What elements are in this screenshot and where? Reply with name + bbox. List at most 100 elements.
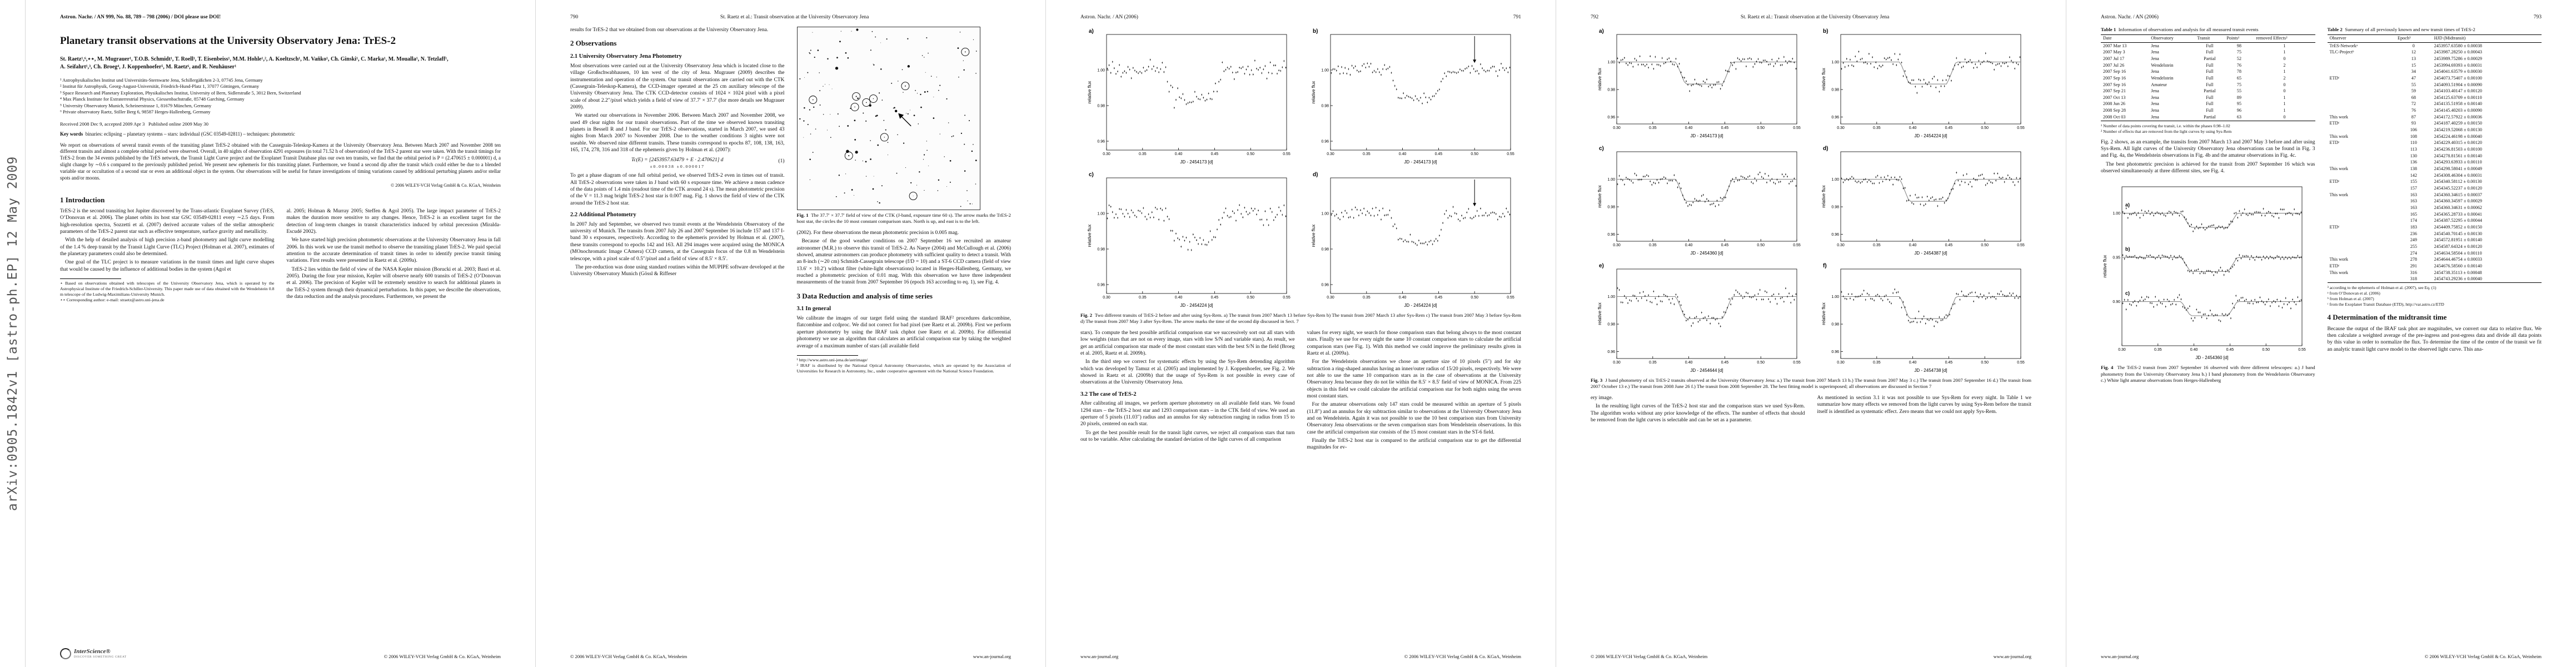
svg-text:relative flux: relative flux: [1087, 81, 1092, 103]
copyright-line: © 2006 WILEY-VCH Verlag GmbH & Co. KGaA,…: [2424, 654, 2542, 659]
svg-text:0.45: 0.45: [1721, 243, 1729, 247]
table-row: 2007 May 3 Jena Full 75 1: [2103, 49, 2286, 55]
column-header: Epoch³: [2395, 34, 2432, 43]
intro-column-1: TrES-2 is the second transiting hot Jupi…: [60, 208, 275, 303]
page-1: Astron. Nachr. / AN 999, No. 88, 789 – 7…: [25, 0, 535, 667]
table-header-row: Observer Epoch³ HJD (Midtransit): [2327, 34, 2542, 43]
table-row: 106 2454219.52068 ± 0.00130: [2410, 127, 2483, 133]
svg-text:JD - 2454738 [d]: JD - 2454738 [d]: [1914, 368, 1947, 373]
journal-short: Astron. Nachr. / AN (2006): [2101, 14, 2159, 20]
light-curve-plot-b: 0.96 0.98 1.00 0.30 0.35 0.40 0.45 0.50 0.55 JD -…: [1311, 28, 1514, 165]
paragraph: In 2007 July and September, we observed …: [570, 221, 785, 262]
svg-text:0.35: 0.35: [1649, 126, 1657, 130]
svg-text:JD - 2454224 [d]: JD - 2454224 [d]: [1404, 303, 1437, 308]
svg-text:relative flux: relative flux: [1311, 225, 1316, 247]
svg-text:relative flux: relative flux: [1597, 302, 1602, 325]
paragraph: Because the output of the IRAF task phot…: [2327, 326, 2542, 352]
table-row: 318 2454743.29236 ± 0.00040: [2327, 276, 2542, 283]
table-row: 2007 Jul 17 Jena Partial 52 0: [2103, 56, 2286, 61]
svg-text:0.45: 0.45: [1211, 296, 1219, 300]
paragraph: Most observations were carried out at th…: [570, 63, 785, 110]
journal-url-link[interactable]: www.an-journal.org: [1080, 654, 1119, 659]
figure-3-caption: Fig. 3 J band photometry of six TrES-2 t…: [1591, 377, 2031, 390]
column-1: Table 1 Information of observations and …: [2101, 27, 2315, 389]
light-curve-plot-a: 0.96 0.98 1.00 0.30 0.35 0.40 0.45 0.50 0.55 JD -…: [1087, 28, 1291, 165]
svg-text:0.55: 0.55: [2017, 243, 2025, 247]
figure-4: 0.90 0.95 1.00 0.30 0.35 0.40 0.45 0.50 0.55 JD -…: [2101, 179, 2315, 362]
light-curve-plot-e: 0.96 0.98 1.00 0.30 0.35 0.40 0.45 0.50 0.55 JD -…: [1597, 263, 1801, 373]
svg-text:0.55: 0.55: [1793, 243, 1801, 247]
author-list: St. Raetz¹,⁶,⋆⋆, M. Mugrauer¹, T.O.B. Sc…: [60, 56, 449, 71]
page-header: 792 St. Raetz et al.: Transit observatio…: [1591, 14, 2031, 20]
paragraph: For the Wendelstein observations we chos…: [1307, 359, 1522, 399]
keywords: binaries: eclipsing – planetary systems …: [85, 131, 295, 137]
light-curve-plot-d: 0.96 0.98 1.00 0.30 0.35 0.40 0.45 0.50 0.55 JD -…: [1821, 146, 2025, 256]
footnote: ⋆ Based on observations obtained with te…: [60, 280, 275, 297]
journal-url-link[interactable]: www.an-journal.org: [2101, 654, 2139, 659]
svg-text:a): a): [2125, 202, 2130, 208]
svg-text:0.96: 0.96: [1321, 283, 1329, 287]
footnote-corresponding-author[interactable]: ⋆⋆ Corresponding author: e-mail: straetz…: [60, 297, 165, 303]
svg-text:0.35: 0.35: [1139, 152, 1147, 156]
svg-text:0.98: 0.98: [1831, 206, 1839, 210]
affiliation: ² Institut für Astrophysik, Georg-August…: [60, 83, 260, 89]
column-header: removed Effects²: [2254, 34, 2315, 43]
svg-text:0.50: 0.50: [1981, 361, 1989, 365]
copyright-line: © 2006 WILEY-VCH Verlag GmbH & Co. KGaA,…: [383, 654, 501, 659]
table-row: ETDᶜ 291 2454676.58560 ± 0.00140: [2329, 263, 2483, 268]
table-row: 255 2454587.64324 ± 0.00120: [2410, 243, 2483, 249]
figure-1-caption: Fig. 1 The 37.7′ × 37.7′ field of view o…: [796, 212, 1012, 225]
svg-text:0.45: 0.45: [1434, 152, 1442, 156]
svg-text:0.96: 0.96: [1098, 283, 1105, 287]
paragraph: We started our observations in November …: [570, 113, 785, 153]
journal-url-link[interactable]: www.an-journal.org: [1993, 654, 2031, 659]
multi-telescope-light-curve-plot: 0.90 0.95 1.00 0.30 0.35 0.40 0.45 0.50 0.55 JD -…: [2102, 186, 2306, 360]
svg-text:0.30: 0.30: [1613, 126, 1621, 130]
figure-3: 0.96 0.98 1.00 0.30 0.35 0.40 0.45 0.50 0.55 JD -…: [1591, 27, 2031, 375]
svg-text:0.40: 0.40: [1685, 126, 1693, 130]
abstract-copyright: © 2006 WILEY-VCH Verlag GmbH & Co. KGaA,…: [391, 182, 501, 188]
table-row: ETDᶜ 47 2454073.75407 ± 0.00100: [2329, 75, 2483, 81]
column-header: Points¹: [2224, 34, 2254, 43]
svg-text:0.50: 0.50: [1471, 152, 1478, 156]
paragraph: For the amateur observations only 147 st…: [1307, 402, 1522, 435]
paragraph: Finally the TrES-2 host star is compared…: [1307, 438, 1522, 451]
footnote-url[interactable]: ¹ http://www.astro.uni-jena.de/astrimage…: [796, 357, 868, 362]
svg-text:0.40: 0.40: [1685, 243, 1693, 247]
svg-text:0.96: 0.96: [1831, 350, 1839, 354]
svg-text:c): c): [1599, 146, 1604, 152]
svg-text:c): c): [1089, 172, 1094, 178]
svg-text:JD - 2454173 [d]: JD - 2454173 [d]: [1691, 133, 1723, 138]
svg-text:0.50: 0.50: [1757, 243, 1765, 247]
table-row: ETDᶜ 155 2454340.58112 ± 0.00130: [2329, 179, 2482, 185]
keywords-line: Key words binaries: eclipsing – planetar…: [60, 131, 482, 137]
table-row: 13 2453989.75286 ± 0.00029: [2411, 56, 2483, 61]
svg-text:f): f): [1823, 263, 1827, 269]
intro-column-2: al. 2005; Holman & Murray 2005; Steffen …: [287, 208, 501, 303]
svg-text:JD - 2454224 [d]: JD - 2454224 [d]: [1914, 133, 1947, 138]
paragraph: The pre-reduction was done using standar…: [570, 264, 785, 277]
svg-text:0.55: 0.55: [2298, 348, 2306, 352]
svg-text:0.30: 0.30: [1613, 243, 1621, 247]
table-1-caption: Table 1 Information of observations and …: [2101, 27, 2259, 32]
table-2-caption: Table 2 Summary of all previously known …: [2327, 27, 2475, 32]
affiliation: ⁵ University Observatory Munich, Scheine…: [60, 102, 212, 108]
svg-text:c): c): [2125, 291, 2130, 296]
svg-text:0.40: 0.40: [1399, 296, 1407, 300]
table-row: 163 2454360.34597 ± 0.00029: [2410, 198, 2483, 204]
light-curve-plot-a: 0.96 0.98 1.00 0.30 0.35 0.40 0.45 0.50 0.55 JD -…: [1597, 28, 1801, 138]
table-row: ETDᶜ 183 2454409.75852 ± 0.00150: [2329, 224, 2483, 230]
table-row: This work 87 2454172.57922 ± 0.00036: [2329, 114, 2483, 120]
equation-uncertainties: ±0.00038 ±0.000017: [650, 163, 705, 169]
svg-text:JD - 2454387 [d]: JD - 2454387 [d]: [1914, 251, 1947, 256]
page-number: 792: [1591, 14, 1599, 20]
svg-text:0.55: 0.55: [1507, 296, 1514, 300]
footnote-etd-url[interactable]: ᶜ from the Exoplanet Transit Database (E…: [2327, 301, 2444, 307]
svg-text:0.98: 0.98: [1098, 104, 1105, 108]
page-number: 791: [1513, 14, 1521, 20]
journal-url-link[interactable]: www.an-journal.org: [973, 654, 1011, 659]
starfield-image: [796, 27, 980, 210]
light-curve-plot-b: 0.96 0.98 1.00 0.30 0.35 0.40 0.45 0.50 0.55 JD -…: [1821, 28, 2025, 138]
page-header: Astron. Nachr. / AN (2006) 791: [1080, 14, 1521, 20]
